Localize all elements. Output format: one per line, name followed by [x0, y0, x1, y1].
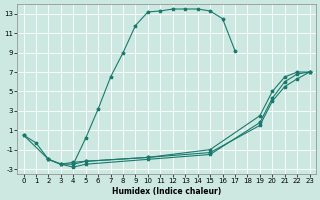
X-axis label: Humidex (Indice chaleur): Humidex (Indice chaleur): [112, 187, 221, 196]
